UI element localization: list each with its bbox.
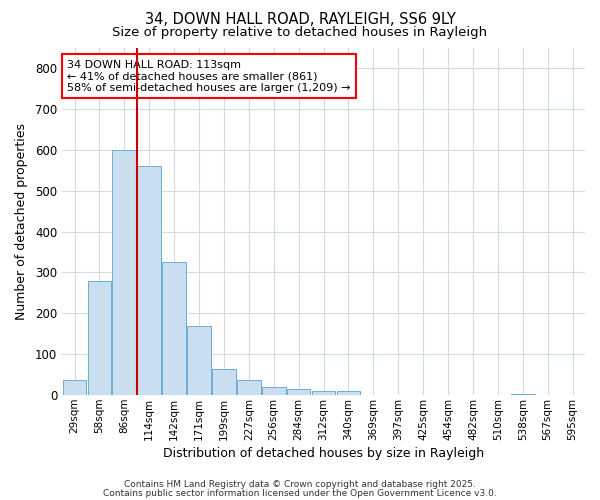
Text: Contains HM Land Registry data © Crown copyright and database right 2025.: Contains HM Land Registry data © Crown c… [124,480,476,489]
Bar [311,391,335,395]
Bar [287,389,310,395]
Bar [62,380,86,395]
Bar [237,380,260,395]
Text: Contains public sector information licensed under the Open Government Licence v3: Contains public sector information licen… [103,488,497,498]
Bar [187,326,211,395]
Bar [212,368,236,395]
Bar [162,262,186,395]
Bar [88,280,111,395]
Text: 34, DOWN HALL ROAD, RAYLEIGH, SS6 9LY: 34, DOWN HALL ROAD, RAYLEIGH, SS6 9LY [145,12,455,28]
Bar [137,166,161,395]
Bar [112,150,136,395]
Bar [337,391,360,395]
Bar [511,394,535,395]
Text: Size of property relative to detached houses in Rayleigh: Size of property relative to detached ho… [112,26,488,39]
Y-axis label: Number of detached properties: Number of detached properties [15,123,28,320]
Bar [262,387,286,395]
X-axis label: Distribution of detached houses by size in Rayleigh: Distribution of detached houses by size … [163,447,484,460]
Text: 34 DOWN HALL ROAD: 113sqm
← 41% of detached houses are smaller (861)
58% of semi: 34 DOWN HALL ROAD: 113sqm ← 41% of detac… [67,60,351,93]
